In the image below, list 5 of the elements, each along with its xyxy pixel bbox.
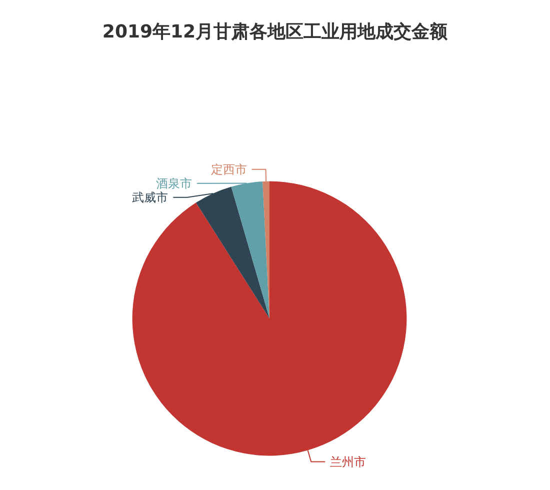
slice-label: 酒泉市 [156, 176, 192, 190]
chart-title: 2019年12月甘肃各地区工业用地成交金额 [102, 22, 449, 42]
slice-label: 兰州市 [330, 454, 366, 469]
slice-label: 定西市 [210, 162, 247, 176]
slice-label: 武威市 [132, 190, 168, 204]
